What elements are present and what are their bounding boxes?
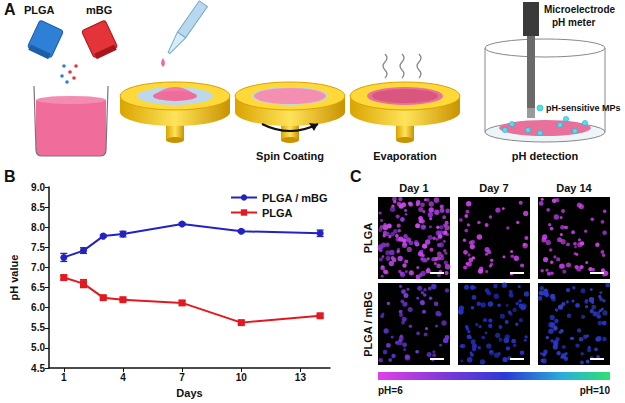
svg-text:pH meter: pH meter <box>552 17 595 28</box>
svg-text:8.5: 8.5 <box>31 202 45 213</box>
svg-text:5.0: 5.0 <box>31 342 45 353</box>
svg-text:C: C <box>350 168 362 185</box>
svg-text:pH=10: pH=10 <box>580 385 611 396</box>
svg-text:4.5: 4.5 <box>31 363 45 374</box>
svg-text:6.5: 6.5 <box>31 282 45 293</box>
svg-text:7.5: 7.5 <box>31 242 45 253</box>
svg-text:7.0: 7.0 <box>31 262 45 273</box>
svg-text:5.5: 5.5 <box>31 322 45 333</box>
svg-text:pH=6: pH=6 <box>378 385 403 396</box>
svg-text:PLGA: PLGA <box>362 223 374 254</box>
svg-text:Day 7: Day 7 <box>479 182 508 194</box>
svg-text:8.0: 8.0 <box>31 222 45 233</box>
svg-text:Day 14: Day 14 <box>556 182 592 194</box>
svg-text:B: B <box>4 168 16 185</box>
svg-text:9.0: 9.0 <box>31 182 45 193</box>
svg-text:1: 1 <box>61 372 67 383</box>
svg-text:6.0: 6.0 <box>31 302 45 313</box>
svg-text:10: 10 <box>236 372 248 383</box>
svg-text:Day 1: Day 1 <box>399 182 428 194</box>
svg-text:pH detection: pH detection <box>512 150 579 162</box>
svg-text:PLGA / mBG: PLGA / mBG <box>362 291 374 357</box>
svg-text:4: 4 <box>120 372 126 383</box>
svg-text:pH value: pH value <box>8 255 20 301</box>
svg-text:13: 13 <box>295 372 307 383</box>
svg-text:PLGA: PLGA <box>262 207 293 219</box>
svg-text:pH-sensitive MPs: pH-sensitive MPs <box>546 103 621 113</box>
svg-text:Evaporation: Evaporation <box>373 150 437 162</box>
svg-text:Spin Coating: Spin Coating <box>256 150 324 162</box>
svg-text:PLGA / mBG: PLGA / mBG <box>262 192 328 204</box>
svg-text:Microelectrode: Microelectrode <box>544 4 616 15</box>
svg-text:A: A <box>4 1 16 18</box>
svg-text:PLGA: PLGA <box>24 4 55 16</box>
svg-text:7: 7 <box>179 372 185 383</box>
svg-text:Days: Days <box>176 387 202 399</box>
svg-text:mBG: mBG <box>86 4 112 16</box>
